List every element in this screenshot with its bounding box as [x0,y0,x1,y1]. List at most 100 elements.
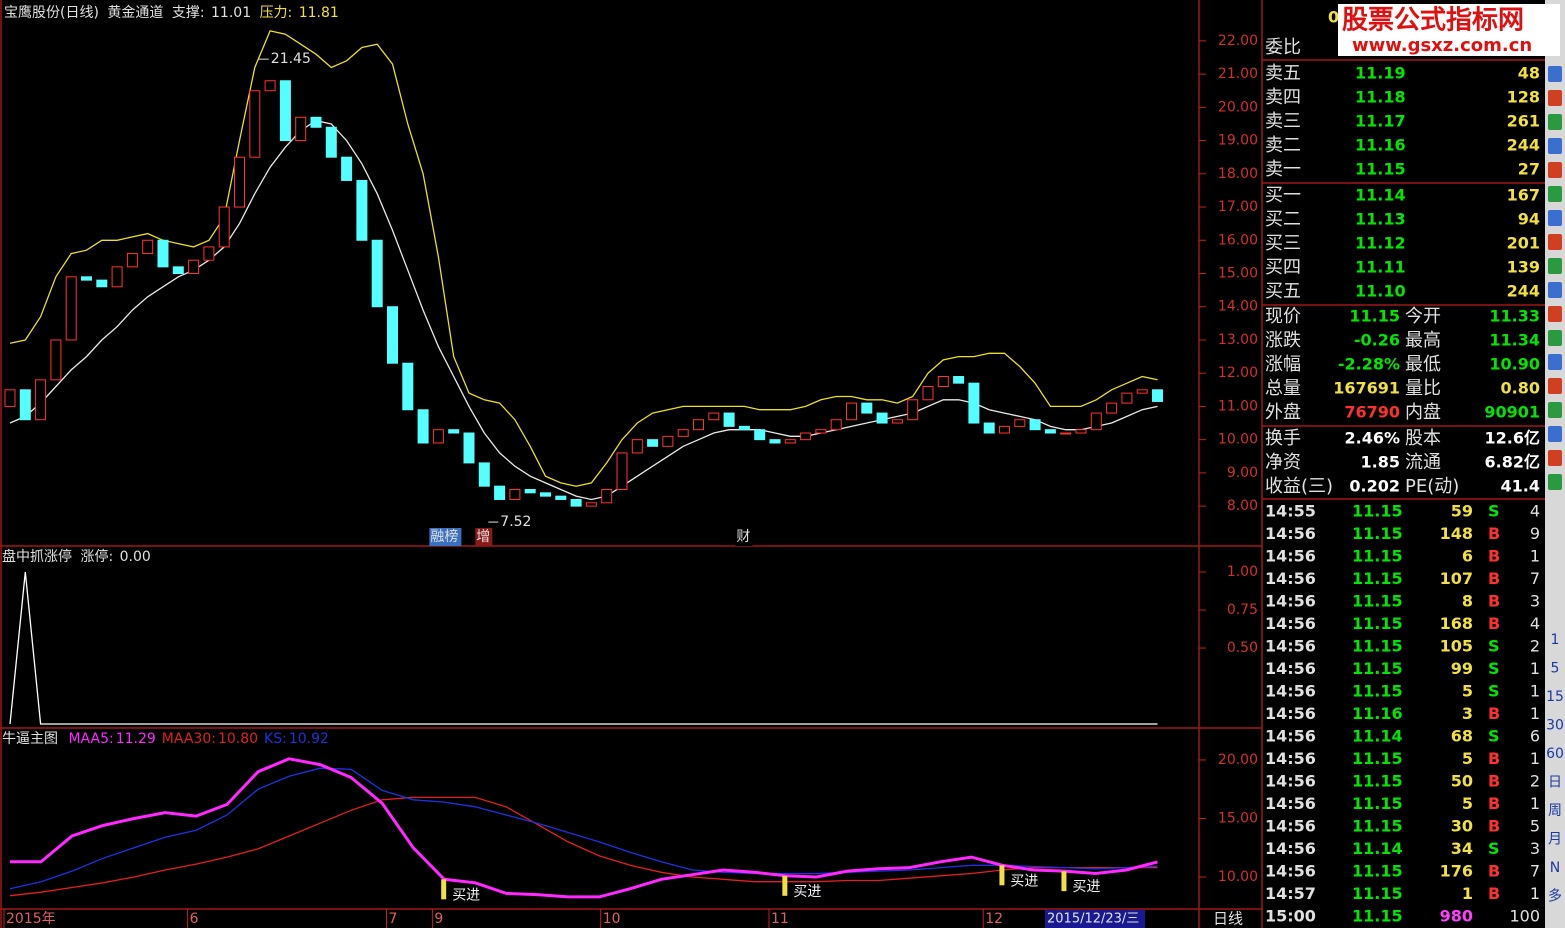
stat-value: 0.80 [1501,379,1540,398]
tool-icon[interactable] [1548,138,1562,154]
book-label: 卖一 [1265,159,1301,180]
buy-label: 买进 [1010,873,1038,889]
tool-icon[interactable] [1548,234,1562,250]
tool-label[interactable]: 5 [1551,661,1560,677]
middle-band [9,119,1158,501]
trade-count: 1 [1530,659,1540,678]
tool-label[interactable]: 周 [1548,803,1562,819]
tool-icon[interactable] [1548,210,1562,226]
event-label: 增 [476,529,490,545]
trade-count: 1 [1530,704,1540,723]
book-volume: 201 [1507,234,1540,253]
trade-price: 11.15 [1352,794,1403,813]
tool-icon[interactable] [1548,162,1562,178]
book-price: 11.13 [1355,210,1406,229]
stat-label: 总量 [1265,378,1301,399]
candle [432,429,444,444]
candle [570,498,582,507]
book-volume: 167 [1507,186,1540,205]
trade-time: 14:56 [1265,569,1316,588]
trade-count: 5 [1530,817,1540,836]
candle [1029,419,1041,431]
tool-icon[interactable] [1548,474,1562,490]
stat-label: 外盘 [1265,402,1301,423]
trade-side: B [1488,817,1500,836]
tool-icon[interactable] [1548,258,1562,274]
book-price: 11.17 [1355,112,1406,131]
quote-top: 0 [1328,8,1339,27]
tool-label[interactable]: 日 [1548,775,1562,791]
book-volume: 27 [1518,160,1540,179]
trade-price: 11.15 [1352,569,1403,588]
stat-value: 0.202 [1349,477,1400,496]
stat-label: 最低 [1405,354,1441,375]
stat-label: 涨幅 [1265,354,1301,375]
tool-label[interactable]: 60 [1546,746,1564,762]
trade-price: 11.15 [1352,659,1403,678]
candle [723,412,735,427]
candle [494,485,506,500]
tool-icon[interactable] [1548,354,1562,370]
tool-label[interactable]: 月 [1548,832,1562,848]
trade-count: 1 [1530,884,1540,903]
book-label: 卖二 [1265,135,1301,156]
trade-price: 11.15 [1352,749,1403,768]
book-volume: 48 [1518,64,1540,83]
book-volume: 261 [1507,112,1540,131]
tool-icon[interactable] [1548,450,1562,466]
trade-side: B [1488,524,1500,543]
support-label: 支撑: [172,5,205,21]
trade-side: S [1488,727,1500,746]
tool-icon[interactable] [1548,186,1562,202]
weibi-label: 委比 [1265,37,1301,58]
tool-icon[interactable] [1548,114,1562,130]
tool-icon[interactable] [1548,66,1562,82]
stat-value: 11.15 [1349,307,1400,326]
trade-time: 14:56 [1265,704,1316,723]
book-label: 卖四 [1265,87,1301,108]
stat-value: 2.46% [1344,429,1400,448]
candle [708,412,720,421]
tool-icon[interactable] [1548,90,1562,106]
tool-icon[interactable] [1548,378,1562,394]
tool-icon[interactable] [1548,306,1562,322]
candle [861,402,873,414]
y-tick-label: 22.00 [1218,33,1258,49]
cursor-date: 2015/12/23/三 [1047,912,1139,927]
tool-icon[interactable] [1548,426,1562,442]
indicator-name: 牛逼主图 [2,731,58,747]
watermark-site: www.gsxz.com.cn [1352,35,1532,56]
stat-label: 净资 [1265,452,1301,473]
trade-side: B [1488,772,1500,791]
candle [325,126,337,158]
tool-icon[interactable] [1548,402,1562,418]
trade-volume: 50 [1451,772,1473,791]
tool-label[interactable]: 30 [1546,718,1564,734]
stat-value: 11.34 [1489,331,1540,350]
candle [19,389,31,421]
tool-label[interactable]: 多 [1548,888,1562,905]
trade-volume: 1 [1462,884,1473,903]
candle [402,362,414,411]
candle [111,266,123,288]
candle [35,379,47,421]
x-tick-label: 6 [190,911,199,927]
candle [907,399,919,421]
book-price: 11.18 [1355,88,1406,107]
trade-volume: 176 [1440,862,1473,881]
tool-icon[interactable] [1548,282,1562,298]
book-price: 11.15 [1355,160,1406,179]
legend-name: MAA30: [162,731,216,747]
tool-icon[interactable] [1548,330,1562,346]
trade-volume: 105 [1440,637,1473,656]
book-volume: 244 [1507,136,1540,155]
candle [264,80,276,92]
trade-time: 14:56 [1265,524,1316,543]
book-label: 卖五 [1265,63,1301,84]
tool-label[interactable]: N [1550,860,1560,876]
trade-time: 14:56 [1265,637,1316,656]
tool-label[interactable]: 1 [1551,632,1560,648]
tool-label[interactable]: 15 [1546,689,1564,705]
candle [295,116,307,142]
trade-volume: 5 [1462,794,1473,813]
